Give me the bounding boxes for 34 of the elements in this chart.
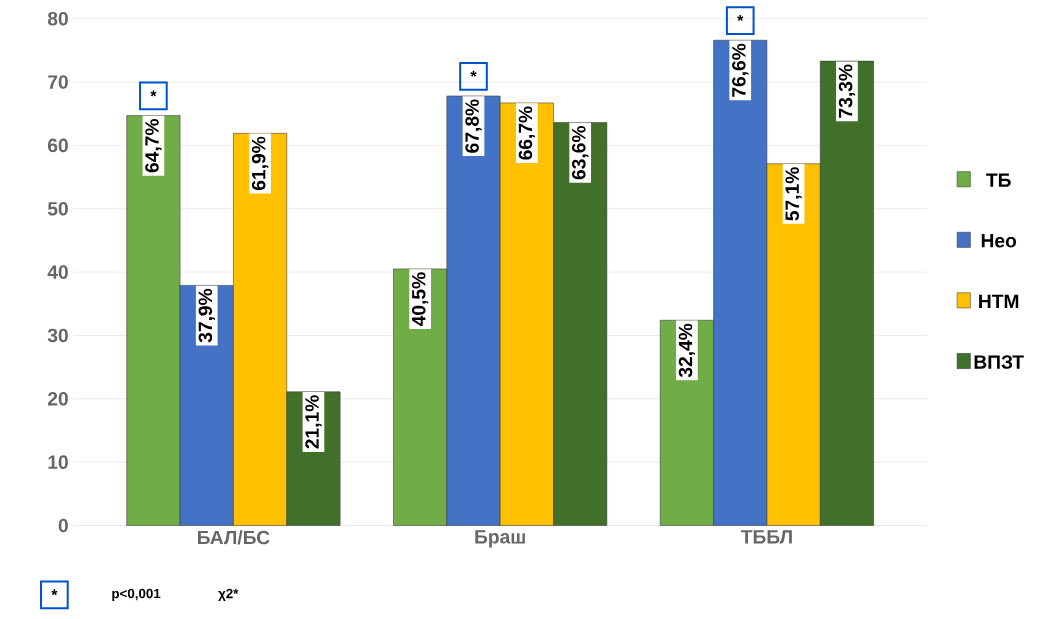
annotation: * [470, 70, 477, 77]
data-label: 66,7% [518, 106, 536, 160]
data-label: 21,1% [305, 395, 322, 449]
y-tick-label: 10 [48, 455, 68, 470]
text: p<0,001 [112, 588, 161, 601]
x-tick-label: Браш [475, 530, 525, 548]
data-label: 73,3% [838, 64, 856, 118]
y-tick-label: 50 [47, 202, 68, 216]
data-label: 63,6% [572, 126, 589, 180]
x-tick-label: ТББЛ [740, 530, 792, 544]
text: * [51, 589, 58, 596]
data-label: 32,4% [678, 323, 696, 378]
data-label: 37,9% [198, 288, 215, 343]
data-label: 57,1% [785, 167, 802, 221]
legend-label: НТМ [979, 294, 1019, 308]
data-label: 67,8% [465, 99, 482, 153]
y-tick-label: 40 [47, 265, 68, 279]
annotation: * [737, 15, 744, 22]
legend-label: ВПЗТ [974, 355, 1024, 369]
y-tick-label: 20 [47, 392, 68, 406]
y-tick-label: 80 [47, 11, 68, 26]
data-label: 61,9% [251, 136, 269, 191]
x-tick-label: БАЛ/БС [197, 530, 270, 545]
y-tick-label: 70 [48, 75, 68, 89]
legend-label: ТБ [986, 173, 1011, 187]
text: χ2* [218, 588, 239, 601]
data-label: 40,5% [411, 272, 429, 327]
data-label: 64,7% [145, 119, 162, 173]
annotation: * [150, 90, 157, 97]
data-label: 76,6% [732, 43, 749, 97]
legend-label: Нео [981, 234, 1017, 248]
y-tick-label: 30 [47, 328, 68, 343]
y-tick-label: 0 [58, 518, 68, 533]
y-tick-label: 60 [48, 138, 68, 153]
